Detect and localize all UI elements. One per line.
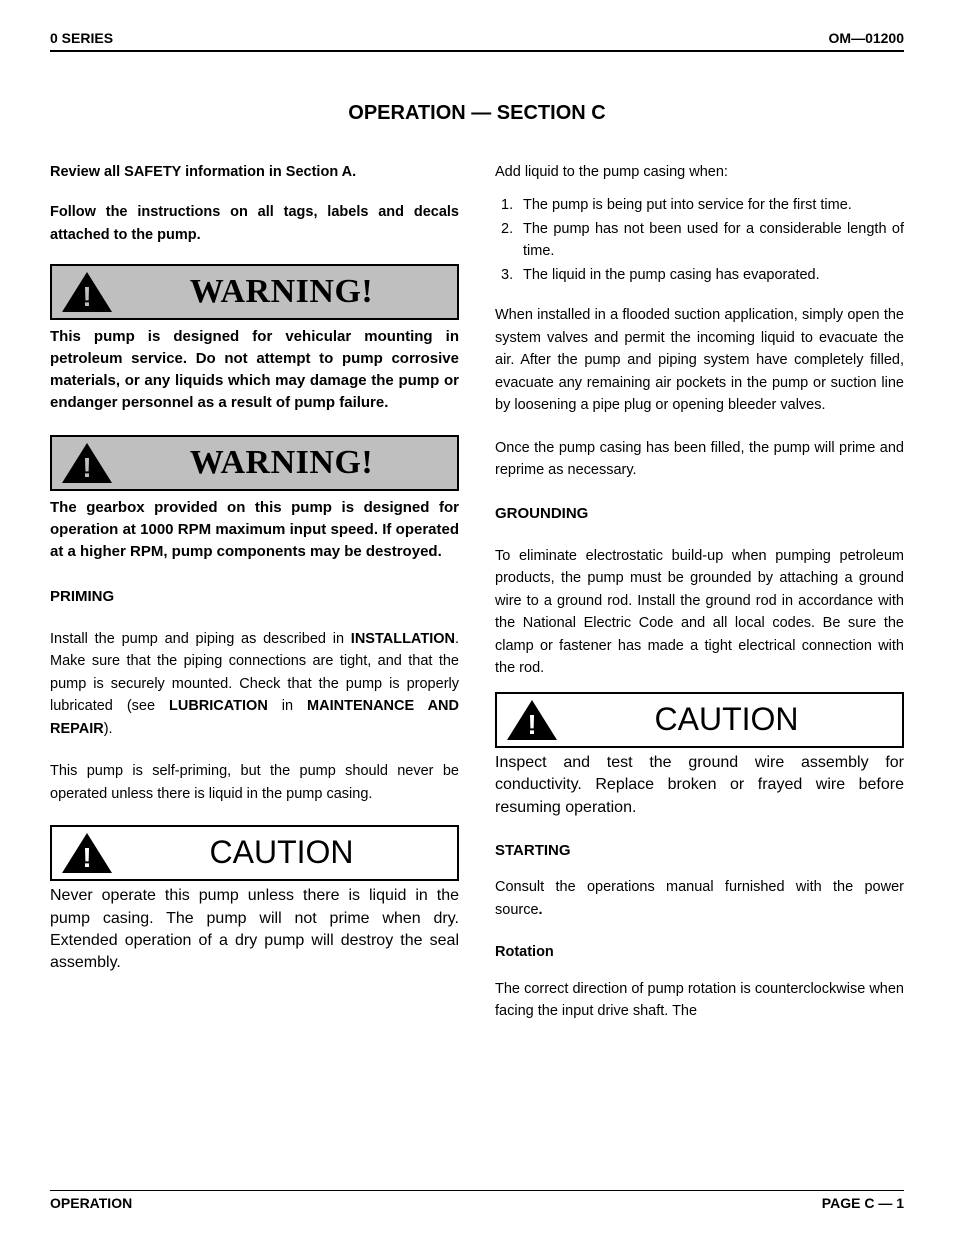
footer-right: PAGE C — 1 xyxy=(822,1195,904,1211)
warning-body-1: This pump is designed for vehicular moun… xyxy=(50,326,459,413)
list-item: 1.The pump is being put into service for… xyxy=(523,195,904,217)
text-fragment: Install the pump and piping as described… xyxy=(50,631,351,647)
warning-triangle-icon: ! xyxy=(60,831,114,875)
warning-banner-2: ! WARNING! xyxy=(50,435,459,491)
rotation-subheading: Rotation xyxy=(495,941,904,963)
rotation-para: The correct direction of pump rotation i… xyxy=(495,978,904,1023)
list-item-text: The pump has not been used for a conside… xyxy=(523,221,904,259)
warning-triangle-icon: ! xyxy=(505,698,559,742)
warning-body-2: The gearbox provided on this pump is des… xyxy=(50,497,459,562)
list-item-text: The pump is being put into service for t… xyxy=(523,197,852,213)
warning-triangle-icon: ! xyxy=(60,441,114,485)
starting-para: Consult the operations manual furnished … xyxy=(495,876,904,921)
list-item-text: The liquid in the pump casing has evapor… xyxy=(523,267,820,283)
page-footer: OPERATION PAGE C — 1 xyxy=(50,1190,904,1211)
caution-body-2: Inspect and test the ground wire assembl… xyxy=(495,752,904,819)
add-liquid-intro: Add liquid to the pump casing when: xyxy=(495,161,904,183)
add-liquid-list: 1.The pump is being put into service for… xyxy=(495,195,904,286)
left-column: Review all SAFETY information in Section… xyxy=(50,161,459,1023)
two-column-layout: Review all SAFETY information in Section… xyxy=(50,161,904,1023)
text-fragment: ). xyxy=(104,721,113,737)
grounding-para: To eliminate electrostatic build-up when… xyxy=(495,545,904,680)
caution-label-1: CAUTION xyxy=(114,828,449,878)
warning-label-1: WARNING! xyxy=(114,266,449,319)
header-right: OM—01200 xyxy=(829,30,904,46)
right-column: Add liquid to the pump casing when: 1.Th… xyxy=(495,161,904,1023)
page-header: 0 SERIES OM—01200 xyxy=(50,30,904,52)
intro-line-1: Review all SAFETY information in Section… xyxy=(50,161,459,183)
warning-triangle-icon: ! xyxy=(60,270,114,314)
grounding-heading: GROUNDING xyxy=(495,502,904,525)
flooded-para: When installed in a flooded suction appl… xyxy=(495,304,904,416)
text-fragment-bold: INSTALLATION xyxy=(351,631,455,647)
svg-text:!: ! xyxy=(82,452,91,483)
once-filled-para: Once the pump casing has been filled, th… xyxy=(495,437,904,482)
svg-text:!: ! xyxy=(82,281,91,312)
footer-left: OPERATION xyxy=(50,1195,132,1211)
warning-banner-1: ! WARNING! xyxy=(50,264,459,320)
list-item: 3.The liquid in the pump casing has evap… xyxy=(523,265,904,287)
caution-body-1: Never operate this pump unless there is … xyxy=(50,885,459,975)
caution-banner-1: ! CAUTION xyxy=(50,825,459,881)
intro-line-2: Follow the instructions on all tags, lab… xyxy=(50,201,459,246)
text-fragment: Consult the operations manual furnished … xyxy=(495,879,904,917)
page-title: OPERATION — SECTION C xyxy=(50,102,904,125)
text-fragment-bold: . xyxy=(539,902,543,918)
text-fragment: in xyxy=(268,698,307,714)
caution-label-2: CAUTION xyxy=(559,695,894,745)
priming-para-2: This pump is self-priming, but the pump … xyxy=(50,760,459,805)
priming-heading: PRIMING xyxy=(50,585,459,608)
caution-banner-2: ! CAUTION xyxy=(495,692,904,748)
header-left: 0 SERIES xyxy=(50,30,113,46)
list-item: 2.The pump has not been used for a consi… xyxy=(523,219,904,263)
priming-para-1: Install the pump and piping as described… xyxy=(50,628,459,740)
warning-label-2: WARNING! xyxy=(114,437,449,490)
text-fragment-bold: LUBRICATION xyxy=(169,698,268,714)
starting-heading: STARTING xyxy=(495,839,904,862)
svg-text:!: ! xyxy=(527,709,536,740)
svg-text:!: ! xyxy=(82,842,91,873)
